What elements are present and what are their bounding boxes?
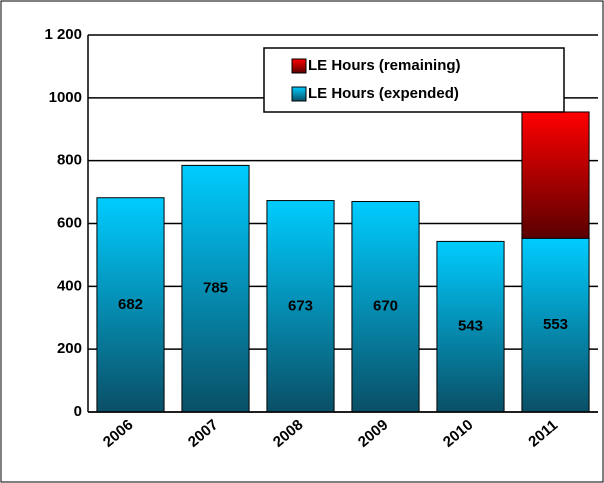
x-tick-label: 2009 [355, 416, 391, 450]
y-tick-label: 0 [74, 403, 82, 420]
data-label: 553 [543, 316, 568, 333]
data-label: 785 [203, 280, 228, 297]
data-label: 670 [373, 298, 398, 315]
bar-segment [266, 200, 335, 413]
x-tick-label: 2007 [185, 416, 221, 450]
data-label: 682 [118, 296, 143, 313]
data-label: 673 [288, 297, 313, 314]
legend-box [263, 47, 565, 113]
x-tick-label: 2008 [270, 416, 306, 450]
bar-segment [436, 240, 505, 413]
y-tick-label: 800 [57, 152, 82, 169]
y-tick-label: 600 [57, 214, 82, 231]
x-tick-label: 2006 [100, 416, 136, 450]
y-tick-label: 1 200 [44, 26, 82, 43]
bar-segment [181, 164, 250, 413]
bar-segment [351, 201, 420, 413]
legend-swatch [291, 86, 307, 102]
y-tick-label: 200 [57, 340, 82, 357]
bar-segment [521, 111, 590, 239]
legend-swatch [291, 58, 307, 74]
y-tick-label: 1000 [49, 89, 82, 106]
legend-label: LE Hours (expended) [308, 85, 459, 102]
data-label: 543 [458, 318, 483, 335]
legend-label: LE Hours (remaining) [308, 57, 461, 74]
y-tick-label: 400 [57, 277, 82, 294]
legend: LE Hours (remaining) LE Hours (expended) [263, 47, 565, 113]
x-tick-label: 2011 [525, 417, 561, 451]
bar-segment [521, 237, 590, 413]
x-tick-label: 2010 [440, 416, 476, 450]
